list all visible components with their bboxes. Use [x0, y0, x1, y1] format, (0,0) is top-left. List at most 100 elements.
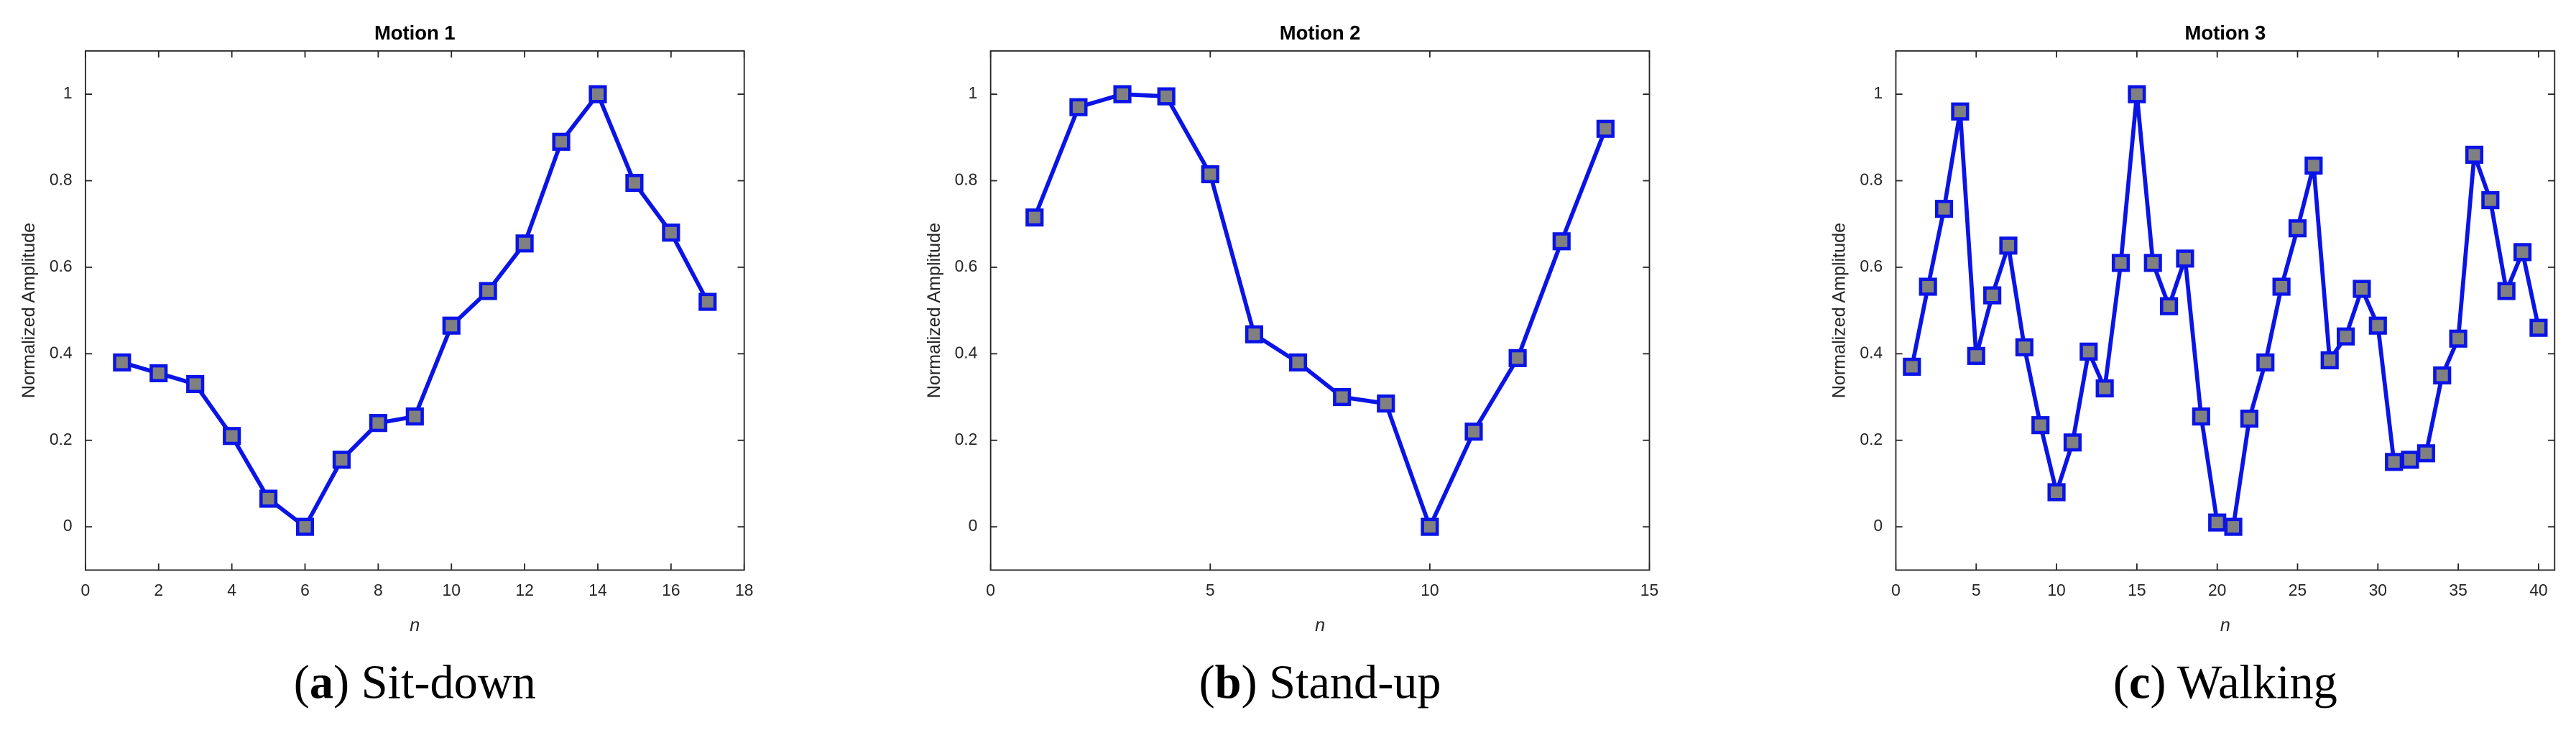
marker [2288, 219, 2307, 238]
marker [2256, 353, 2275, 372]
y-tick-label: 0 [63, 516, 73, 535]
y-tick-label: 0.2 [955, 430, 978, 448]
x-tick-label: 20 [2208, 581, 2226, 599]
marker [332, 451, 351, 469]
marker [369, 414, 387, 433]
x-tick-label: 6 [300, 581, 310, 599]
marker [1421, 517, 1439, 536]
marker [1069, 98, 1088, 116]
caption-part: ( [294, 657, 310, 709]
marker [1288, 353, 1308, 372]
x-tick-label: 0 [986, 581, 995, 599]
x-tick-label: 2 [154, 581, 163, 599]
marker [2497, 282, 2516, 300]
x-tick-label: 15 [2128, 581, 2146, 599]
marker [2304, 156, 2323, 175]
marker [2416, 444, 2435, 463]
caption: (b) Stand-up [1199, 657, 1441, 709]
x-tick-label: 8 [374, 581, 383, 599]
marker [1934, 200, 1954, 218]
x-tick-label: 10 [443, 581, 461, 599]
panel: 0 5 10 15 20 25 30 35 40 0 0.2 0.4 0.6 0.8 1 Motion 3 n N… [1829, 22, 2556, 709]
y-tick-label: 0.6 [955, 257, 978, 275]
marker [1951, 102, 1970, 121]
caption-part: ) Walking [2150, 657, 2337, 709]
x-tick-label: 25 [2289, 581, 2307, 599]
plot-area [989, 50, 1651, 571]
marker [1983, 286, 2002, 305]
marker [2320, 351, 2339, 369]
x-tick-label: 12 [515, 581, 533, 599]
marker [1245, 325, 1263, 343]
caption: (c) Walking [2113, 657, 2337, 709]
y-tick-label: 0.4 [50, 343, 73, 361]
marker [2143, 254, 2162, 272]
x-axis-label: n [1315, 615, 1325, 635]
marker [1377, 394, 1395, 413]
marker [2015, 338, 2033, 356]
marker [1333, 387, 1352, 407]
marker [588, 85, 607, 103]
x-tick-label: 4 [227, 581, 236, 599]
marker [2385, 453, 2404, 471]
marker [2401, 451, 2419, 469]
chart-title: Motion 2 [1280, 22, 1361, 44]
marker [1464, 423, 1483, 441]
x-tick-label: 5 [1972, 581, 1981, 599]
x-tick-label: 0 [81, 581, 91, 599]
caption-part: b [1215, 657, 1242, 709]
marker [515, 234, 534, 253]
marker [2336, 327, 2355, 346]
panel: 0 5 10 15 0 0.2 0.4 0.6 0.8 1 Motion 2 n Normalized … [924, 22, 1658, 709]
marker [662, 223, 680, 242]
y-tick-label: 0.4 [1860, 343, 1883, 361]
marker [2529, 318, 2548, 337]
y-axis-label: Normalized Amplitude [924, 223, 944, 398]
marker [2079, 342, 2098, 361]
x-axis-label: n [2220, 615, 2230, 635]
marker [1552, 232, 1571, 251]
x-tick-label: 10 [1421, 581, 1439, 599]
caption-part: ( [2113, 657, 2129, 709]
y-tick-label: 0.6 [1860, 257, 1883, 275]
y-tick-label: 0 [1873, 516, 1883, 535]
panel: 0 2 4 6 8 10 12 14 16 18 0 0.2 0.4 0.6 0.8 1 Motion 1 n No… [19, 22, 753, 709]
marker [2031, 416, 2050, 435]
marker [2465, 145, 2484, 164]
marker [2513, 243, 2532, 262]
plot-area [84, 50, 745, 571]
caption-part: ) Sit-down [333, 657, 536, 709]
marker [2128, 85, 2146, 103]
marker [2095, 379, 2114, 398]
marker [625, 173, 644, 193]
y-tick-label: 0.8 [50, 170, 73, 189]
x-tick-label: 30 [2369, 581, 2387, 599]
x-tick-label: 0 [1891, 581, 1901, 599]
x-tick-label: 15 [1640, 581, 1658, 599]
caption-part: ( [1199, 657, 1215, 709]
marker [2111, 254, 2130, 272]
y-tick-label: 0.2 [1860, 430, 1883, 448]
x-tick-label: 40 [2529, 581, 2547, 599]
plot-area [1895, 50, 2556, 571]
marker [405, 407, 424, 426]
caption-part: a [310, 657, 333, 709]
marker [2353, 280, 2371, 298]
marker [2176, 249, 2194, 268]
marker [295, 517, 315, 536]
marker [1025, 208, 1044, 227]
x-tick-label: 18 [735, 581, 753, 599]
marker [442, 316, 461, 335]
marker [1201, 165, 1219, 184]
x-tick-label: 35 [2449, 581, 2467, 599]
marker [149, 364, 168, 382]
x-axis-label: n [410, 615, 420, 635]
y-tick-label: 0.8 [1860, 170, 1883, 189]
marker [2481, 191, 2500, 210]
marker [1967, 346, 1985, 365]
caption-part: c [2129, 657, 2150, 709]
y-tick-label: 0 [969, 516, 978, 535]
y-tick-label: 0.4 [955, 343, 978, 361]
marker [2433, 366, 2452, 385]
